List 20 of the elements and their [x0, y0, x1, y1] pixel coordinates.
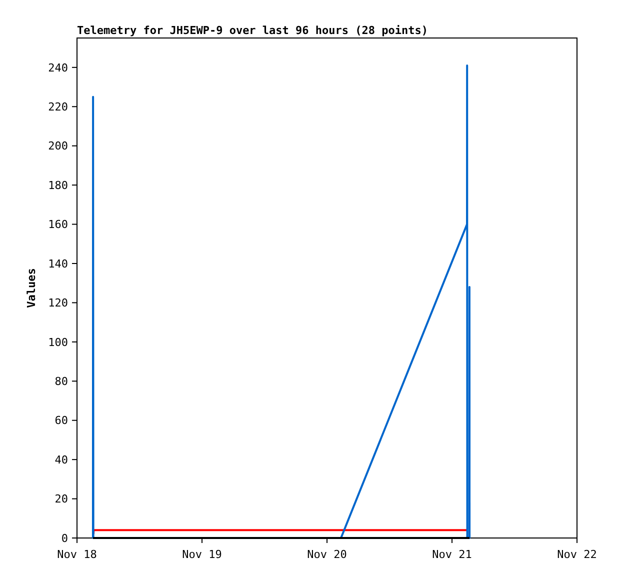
y-tick-label: 220	[48, 100, 68, 114]
x-tick-label: Nov 20	[307, 548, 347, 561]
x-tick-label: Nov 21	[432, 548, 472, 561]
x-tick-label: Nov 19	[182, 548, 222, 561]
y-tick-label: 120	[48, 296, 68, 310]
y-tick-label: 140	[48, 257, 68, 270]
y-tick-label: 20	[54, 492, 68, 506]
y-tick-label: 240	[48, 61, 68, 74]
chart-title: Telemetry for JH5EWP-9 over last 96 hours (28 points)	[77, 24, 428, 37]
y-tick-label: 0	[61, 532, 68, 545]
y-tick-label: 80	[54, 374, 68, 388]
x-tick-label: Nov 22	[557, 548, 597, 561]
y-tick-label: 100	[48, 336, 68, 349]
y-tick-label: 60	[54, 414, 68, 428]
y-tick-label: 40	[54, 453, 68, 466]
y-tick-label: 180	[48, 178, 68, 192]
y-tick-label: 200	[48, 140, 68, 153]
y-axis-title: Values	[25, 268, 38, 308]
x-tick-label: Nov 18	[57, 548, 97, 561]
y-tick-label: 160	[48, 218, 68, 232]
